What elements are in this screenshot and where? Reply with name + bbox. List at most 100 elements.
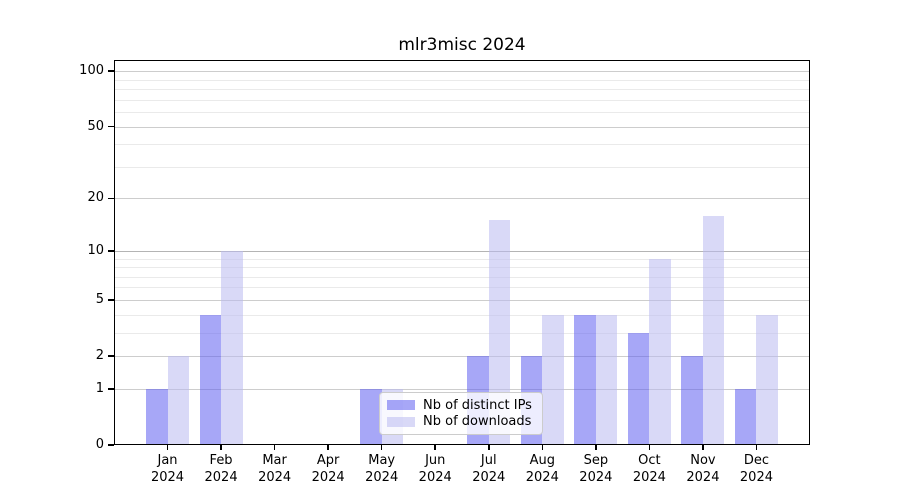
x-tick-apr — [327, 445, 329, 450]
x-tick-month: Mar — [262, 453, 287, 468]
major-gridline-2 — [114, 356, 810, 358]
x-tick-jan — [166, 445, 169, 450]
bar-downloads-dec — [756, 314, 778, 445]
y-tick-20 — [108, 197, 114, 200]
x-tick-year: 2024 — [258, 470, 292, 485]
x-tick-month: May — [368, 453, 396, 468]
x-tick-month: Nov — [690, 453, 716, 468]
x-tick-dec — [755, 445, 758, 450]
major-gridline-1 — [114, 388, 810, 390]
x-tick-sep — [595, 445, 597, 450]
x-tick-nov — [702, 445, 704, 450]
minor-gridline-90 — [114, 79, 810, 81]
minor-gridline-9 — [114, 258, 810, 260]
bar-downloads-nov — [702, 215, 725, 445]
x-tick-month: Jun — [425, 453, 446, 468]
legend-label-downloads: Nb of downloads — [423, 414, 532, 430]
x-tick-label-jun: Jun 2024 — [403, 452, 467, 486]
x-tick-month: Oct — [638, 453, 661, 468]
x-tick-month: Dec — [743, 453, 770, 468]
x-tick-year: 2024 — [311, 470, 345, 485]
x-tick-year: 2024 — [365, 470, 399, 485]
x-tick-month: Jan — [157, 453, 178, 468]
bar-distinct-ips-jan — [146, 388, 168, 445]
minor-gridline-7 — [114, 276, 810, 278]
legend-swatch-distinct-ips — [387, 400, 415, 411]
major-gridline-5 — [114, 299, 810, 301]
y-tick-label-50: 50 — [87, 118, 104, 134]
bar-downloads-oct — [649, 258, 671, 445]
x-tick-mar — [273, 445, 276, 450]
x-tick-year: 2024 — [150, 470, 185, 485]
x-tick-may — [380, 445, 383, 450]
y-tick-5 — [108, 299, 114, 301]
y-tick-0 — [108, 444, 114, 446]
x-tick-label-mar: Mar 2024 — [243, 452, 307, 486]
x-tick-label-jul: Jul 2024 — [457, 452, 521, 486]
y-tick-label-100: 100 — [79, 63, 104, 79]
x-tick-label-apr: Apr 2024 — [296, 452, 360, 486]
x-tick-month: Aug — [529, 453, 555, 468]
x-tick-label-feb: Feb 2024 — [189, 452, 253, 486]
y-tick-10 — [108, 250, 114, 252]
x-tick-year: 2024 — [525, 470, 559, 485]
x-tick-jul — [488, 445, 490, 450]
minor-gridline-8 — [114, 267, 810, 269]
x-tick-label-aug: Aug 2024 — [510, 452, 574, 486]
minor-gridline-6 — [114, 287, 810, 289]
bar-distinct-ips-nov — [681, 356, 703, 445]
x-tick-jun — [434, 445, 436, 450]
bar-distinct-ips-may — [360, 388, 382, 445]
bar-distinct-ips-feb — [199, 314, 222, 445]
y-tick-2 — [108, 355, 114, 357]
x-tick-label-dec: Dec 2024 — [724, 452, 788, 486]
major-gridline-10 — [114, 250, 810, 252]
legend: Nb of distinct IPs Nb of downloads — [379, 392, 543, 435]
x-tick-label-oct: Oct 2024 — [617, 452, 681, 486]
minor-gridline-30 — [114, 166, 810, 168]
bar-downloads-jul — [488, 220, 511, 445]
major-gridline-100 — [114, 71, 810, 73]
bar-distinct-ips-sep — [574, 314, 596, 445]
y-tick-label-0: 0 — [95, 437, 104, 452]
y-tick-label-5: 5 — [95, 291, 104, 307]
minor-gridline-60 — [114, 112, 810, 114]
legend-label-distinct-ips: Nb of distinct IPs — [423, 397, 532, 413]
bar-distinct-ips-dec — [734, 388, 757, 445]
x-tick-year: 2024 — [418, 470, 452, 485]
legend-swatch-downloads — [387, 416, 415, 427]
major-gridline-20 — [114, 198, 810, 200]
x-tick-label-sep: Sep 2024 — [564, 452, 628, 486]
chart-title: mlr3misc 2024 — [398, 35, 526, 55]
major-gridline-50 — [114, 126, 810, 128]
legend-item-distinct-ips: Nb of distinct IPs — [387, 398, 534, 413]
y-tick-50 — [108, 125, 114, 128]
plot-area — [114, 60, 810, 445]
x-tick-year: 2024 — [204, 470, 238, 485]
minor-gridline-70 — [114, 99, 810, 101]
x-tick-feb — [220, 445, 222, 450]
legend-item-downloads: Nb of downloads — [387, 414, 534, 429]
x-tick-year: 2024 — [579, 470, 613, 485]
bar-distinct-ips-oct — [627, 332, 650, 445]
y-tick-label-10: 10 — [87, 242, 104, 258]
y-tick-label-2: 2 — [95, 348, 104, 364]
x-tick-year: 2024 — [739, 470, 773, 485]
x-tick-month: Jul — [480, 453, 497, 468]
bar-downloads-sep — [595, 314, 618, 445]
x-tick-month: Sep — [583, 453, 609, 468]
x-tick-label-jan: Jan 2024 — [136, 452, 200, 486]
x-tick-aug — [541, 445, 544, 450]
minor-gridline-80 — [114, 89, 810, 91]
x-tick-month: Feb — [209, 453, 233, 468]
bar-downloads-jan — [167, 356, 190, 445]
y-tick-100 — [108, 70, 114, 72]
minor-gridline-40 — [114, 144, 810, 146]
x-tick-year: 2024 — [472, 470, 506, 485]
bar-downloads-aug — [542, 314, 564, 445]
x-tick-year: 2024 — [632, 470, 666, 485]
x-tick-month: Apr — [316, 453, 340, 468]
minor-gridline-3 — [114, 332, 810, 334]
x-tick-year: 2024 — [686, 470, 720, 485]
